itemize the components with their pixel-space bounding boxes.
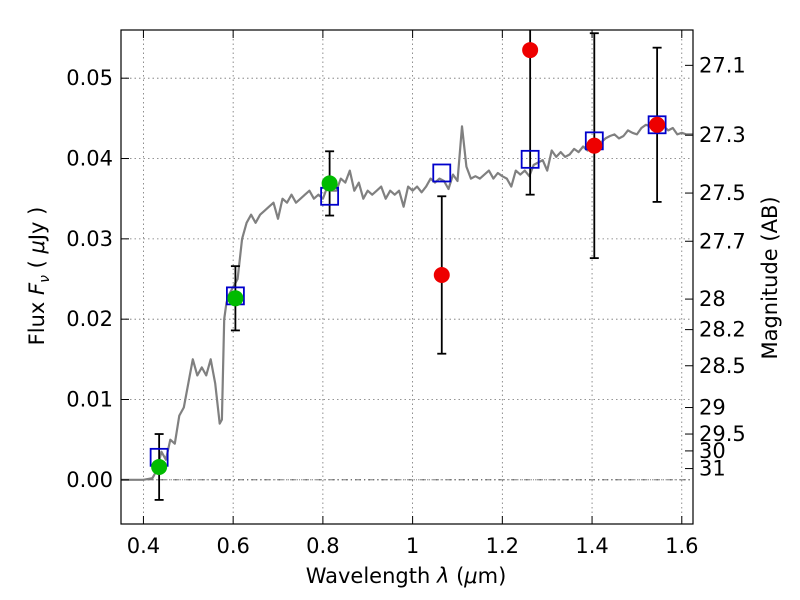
x-tick-label: 1 xyxy=(406,534,419,558)
errorbar-layer xyxy=(154,30,662,501)
y-tick-label: 0.02 xyxy=(66,307,113,331)
y-tick-label: 0.04 xyxy=(66,147,113,171)
model-flux-square-marker xyxy=(647,115,667,135)
observed-flux-circle-marker xyxy=(522,42,539,59)
plot-frame xyxy=(120,29,694,525)
x-tick-label: 0.4 xyxy=(127,534,160,558)
right-tick-label: 30 xyxy=(699,439,726,463)
y-tick-label: 0.00 xyxy=(66,468,113,492)
x-tick-label: 1.4 xyxy=(575,534,608,558)
right-tick-label: 28.2 xyxy=(699,318,746,342)
x-axis-label: Wavelength λ (μm) xyxy=(306,564,507,588)
right-tick-label: 27.5 xyxy=(699,181,746,205)
right-tick-label: 27.3 xyxy=(699,123,746,147)
x-tick-label: 0.8 xyxy=(306,534,339,558)
observed-flux-circle-marker xyxy=(227,290,244,307)
right-tick-label: 28.5 xyxy=(699,354,746,378)
observed-flux-circle-marker xyxy=(649,116,666,133)
observed-photometry-markers xyxy=(151,42,666,475)
x-tick-label: 1.6 xyxy=(665,534,698,558)
x-tick-label: 1.2 xyxy=(486,534,519,558)
y-tick-label: 0.01 xyxy=(66,387,113,411)
observed-flux-circle-marker xyxy=(321,175,338,192)
y-tick-label: 0.05 xyxy=(66,66,113,90)
right-tick-label: 31 xyxy=(699,457,726,481)
observed-flux-circle-marker xyxy=(433,266,450,283)
right-tick-label: 29.5 xyxy=(699,422,746,446)
grid-layer xyxy=(121,30,693,524)
y-tick-label: 0.03 xyxy=(66,227,113,251)
right-tick-label: 28 xyxy=(699,287,726,311)
observed-flux-circle-marker xyxy=(586,137,603,154)
x-tick-label: 0.6 xyxy=(216,534,249,558)
model-spectrum-line xyxy=(121,118,693,481)
model-flux-square-marker xyxy=(520,149,540,169)
tick-layer xyxy=(121,30,693,524)
right-axis-label: Magnitude (AB) xyxy=(758,196,782,359)
model-photometry-markers xyxy=(149,115,667,467)
observed-flux-circle-marker xyxy=(151,458,168,475)
y-axis-label: Flux Fν ( μJy ) xyxy=(25,207,53,346)
right-tick-label: 27.7 xyxy=(699,229,746,253)
right-tick-label: 27.1 xyxy=(699,53,746,77)
model-flux-square-marker xyxy=(432,163,452,183)
tick-label-layer: 0.4 0.6 0.8 1 1.2 1.4 1.6 0.00 0.01 0.02 0.03 0.04 0… xyxy=(66,53,746,558)
right-tick-label: 29 xyxy=(699,396,726,420)
